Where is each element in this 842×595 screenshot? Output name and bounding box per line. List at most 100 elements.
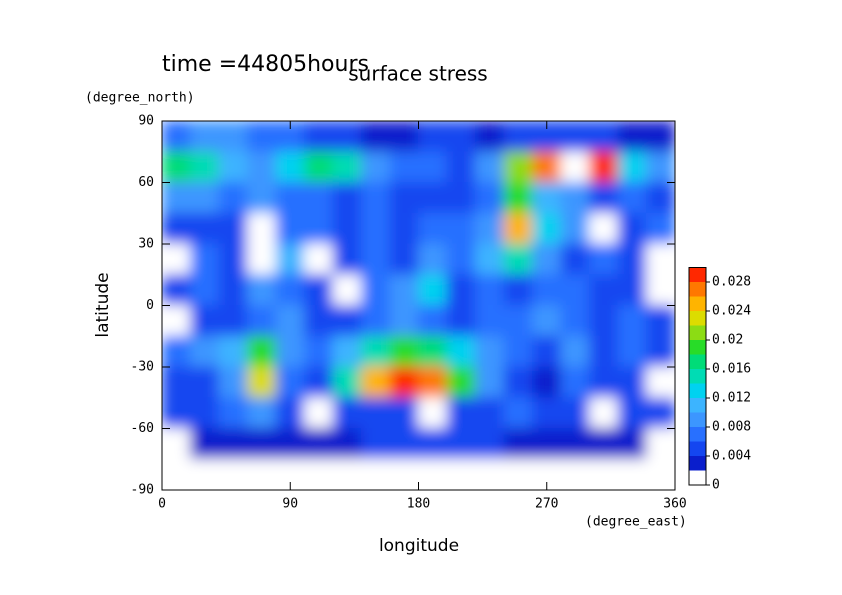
cell [304, 335, 334, 368]
y-tick-label: -30 [131, 360, 154, 375]
cell [446, 243, 476, 276]
cell [560, 397, 590, 429]
colorbar-tick-label: 0.028 [712, 275, 751, 290]
cell [332, 397, 362, 429]
colorbar-swatch [689, 267, 706, 282]
cell [361, 243, 391, 276]
cell [389, 212, 419, 245]
cell [332, 274, 362, 306]
cell [247, 243, 277, 276]
cell [361, 428, 391, 460]
cell [190, 335, 220, 368]
cell [617, 366, 647, 399]
cell [418, 428, 448, 460]
cell [218, 428, 248, 460]
cell [418, 151, 448, 183]
cell [218, 458, 248, 490]
cell [646, 366, 675, 399]
cell [617, 212, 647, 245]
cell [275, 366, 305, 399]
cell [190, 274, 220, 306]
cell [361, 212, 391, 245]
cell [589, 335, 619, 368]
cell [475, 212, 505, 245]
cell [304, 212, 334, 245]
cell [247, 212, 277, 245]
cell [446, 121, 476, 153]
cell [162, 243, 191, 276]
cell [361, 182, 391, 214]
cell [646, 182, 675, 214]
cell [162, 274, 191, 306]
cell [503, 274, 533, 306]
cell [617, 274, 647, 306]
cell [332, 428, 362, 460]
cell [389, 121, 419, 153]
cell [617, 243, 647, 276]
colorbar-tick-label: 0 [712, 478, 720, 493]
cell [162, 366, 191, 399]
cell [475, 335, 505, 368]
cell [304, 428, 334, 460]
cell [503, 305, 533, 337]
cell [446, 212, 476, 245]
cell [617, 305, 647, 337]
cell [304, 274, 334, 306]
cell [332, 121, 362, 153]
cell [503, 397, 533, 429]
colorbar-frame [688, 267, 707, 486]
cell [275, 212, 305, 245]
cell [190, 243, 220, 276]
cell [218, 151, 248, 183]
colorbar-swatch [689, 456, 706, 471]
cell [162, 397, 191, 429]
cell [361, 274, 391, 306]
cell [247, 274, 277, 306]
x-tick-label: 180 [407, 497, 430, 512]
cell [418, 243, 448, 276]
cell [218, 366, 248, 399]
cell [275, 274, 305, 306]
cell [617, 458, 647, 490]
x-unit: (degree_east) [585, 515, 687, 530]
cell [247, 182, 277, 214]
cell [617, 151, 647, 183]
cell [589, 151, 619, 183]
cell [304, 397, 334, 429]
cell [418, 182, 448, 214]
cell [275, 182, 305, 214]
cell [332, 366, 362, 399]
cell [389, 366, 419, 399]
cell [589, 305, 619, 337]
cell [190, 458, 220, 490]
cell [589, 243, 619, 276]
cell [162, 121, 191, 153]
cell [162, 458, 191, 490]
cell [617, 397, 647, 429]
cell [247, 121, 277, 153]
y-tick-label: -60 [131, 421, 154, 436]
cell [589, 121, 619, 153]
cell [646, 212, 675, 245]
cell [218, 305, 248, 337]
chart-title: surface stress [348, 62, 487, 86]
cell [646, 151, 675, 183]
cell [190, 151, 220, 183]
colorbar-swatch [689, 427, 706, 442]
cell [532, 397, 562, 429]
y-tick-label: -90 [131, 483, 154, 498]
cell [503, 428, 533, 460]
cell [475, 182, 505, 214]
cell [532, 243, 562, 276]
cell [304, 458, 334, 490]
cell [617, 121, 647, 153]
colorbar-swatch [689, 369, 706, 384]
cell [218, 274, 248, 306]
cell [475, 151, 505, 183]
cell [532, 151, 562, 183]
cell [304, 182, 334, 214]
cell [361, 335, 391, 368]
cell [446, 274, 476, 306]
cell [361, 366, 391, 399]
cell [646, 458, 675, 490]
